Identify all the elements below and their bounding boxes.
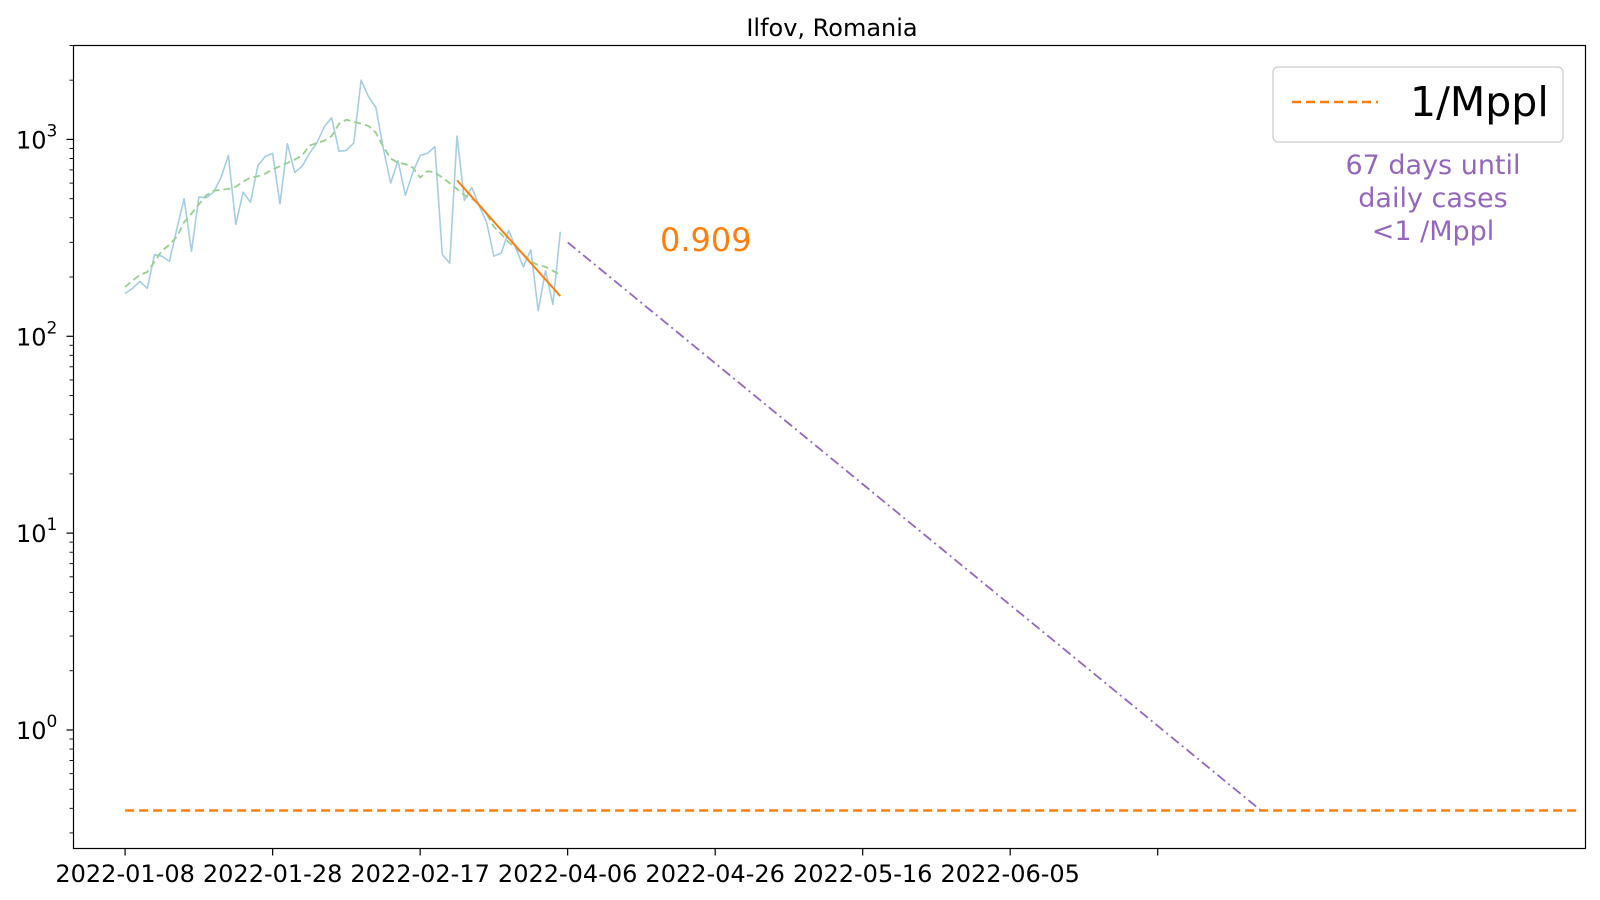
- x-tick-label: 2022-01-08: [55, 860, 194, 888]
- series-projection-line: [567, 241, 1262, 812]
- annotation-layer: 0.909 67 days until daily cases <1 /Mppl: [660, 150, 1521, 259]
- y-tick-label: 102: [16, 318, 57, 351]
- x-tick-label: 2022-02-17: [350, 860, 489, 888]
- series-fit-line: [456, 179, 562, 297]
- days-text-line-3: <1 /Mppl: [1372, 216, 1495, 247]
- x-ticks: 2022-01-08 2022-01-28 2022-02-17 2022-04-06…: [55, 848, 1159, 888]
- y-tick-label: 103: [16, 121, 57, 154]
- axes-layer: [72, 44, 1587, 850]
- legend-label-threshold: 1/Mppl: [1410, 78, 1549, 126]
- plot-frame: [72, 44, 1587, 850]
- x-tick-label: 2022-01-28: [203, 860, 342, 888]
- y-tick-label: 100: [16, 712, 57, 745]
- x-tick-label: 2022-04-26: [645, 860, 784, 888]
- chart-title: Ilfov, Romania: [746, 14, 917, 42]
- series-layer: [124, 79, 1579, 812]
- x-tick-label: 2022-04-06: [498, 860, 637, 888]
- legend: 1/Mppl: [1272, 66, 1564, 143]
- y-tick-label: 101: [16, 515, 57, 548]
- days-text-line-2: daily cases: [1358, 183, 1507, 214]
- days-text-line-1: 67 days until: [1345, 150, 1520, 181]
- fit-rate-label: 0.909: [660, 221, 752, 259]
- legend-box: [1272, 66, 1564, 143]
- x-tick-label: 2022-06-05: [940, 860, 1079, 888]
- y-ticks: 100 101 102 103: [16, 45, 74, 834]
- x-tick-label: 2022-05-16: [793, 860, 932, 888]
